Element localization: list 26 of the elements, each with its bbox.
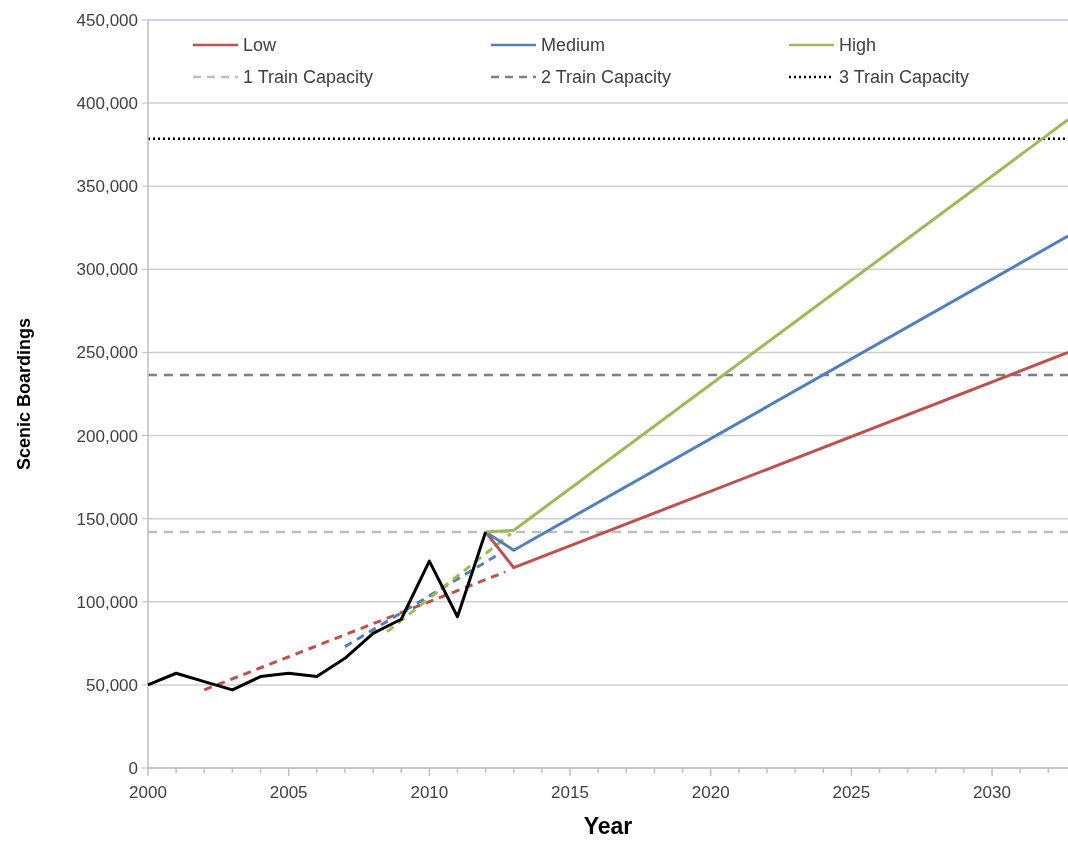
y-tick-label: 300,000 [76, 260, 138, 280]
x-tick-label: 2015 [551, 783, 589, 802]
legend-label: Low [243, 35, 278, 55]
y-tick-label: 200,000 [76, 426, 138, 446]
x-tick-label: 2030 [973, 783, 1011, 802]
x-tick-label: 2020 [691, 783, 730, 802]
y-tick-label: 150,000 [76, 509, 138, 529]
x-axis-title: Year [583, 813, 633, 839]
x-tick-label: 2025 [832, 783, 871, 802]
legend-label: High [839, 35, 877, 55]
y-tick-label: 50,000 [86, 675, 138, 695]
legend-label: 2 Train Capacity [541, 67, 672, 87]
y-tick-label: 450,000 [76, 11, 138, 30]
x-tick-label: 2005 [269, 783, 308, 802]
x-tick-label: 2010 [410, 783, 449, 802]
y-tick-label: 400,000 [76, 94, 138, 114]
y-tick-label: 100,000 [76, 592, 138, 612]
legend-label: 1 Train Capacity [243, 67, 374, 87]
line-series [146, 530, 488, 692]
x-tick-label: 2000 [129, 783, 167, 802]
y-tick-label: 350,000 [76, 177, 138, 197]
y-tick-label: 0 [128, 759, 138, 778]
y-axis-title: Scenic Boardings [14, 317, 34, 471]
legend-label: 3 Train Capacity [839, 67, 970, 87]
y-tick-label: 250,000 [76, 343, 138, 363]
legend-label: Medium [541, 35, 606, 55]
